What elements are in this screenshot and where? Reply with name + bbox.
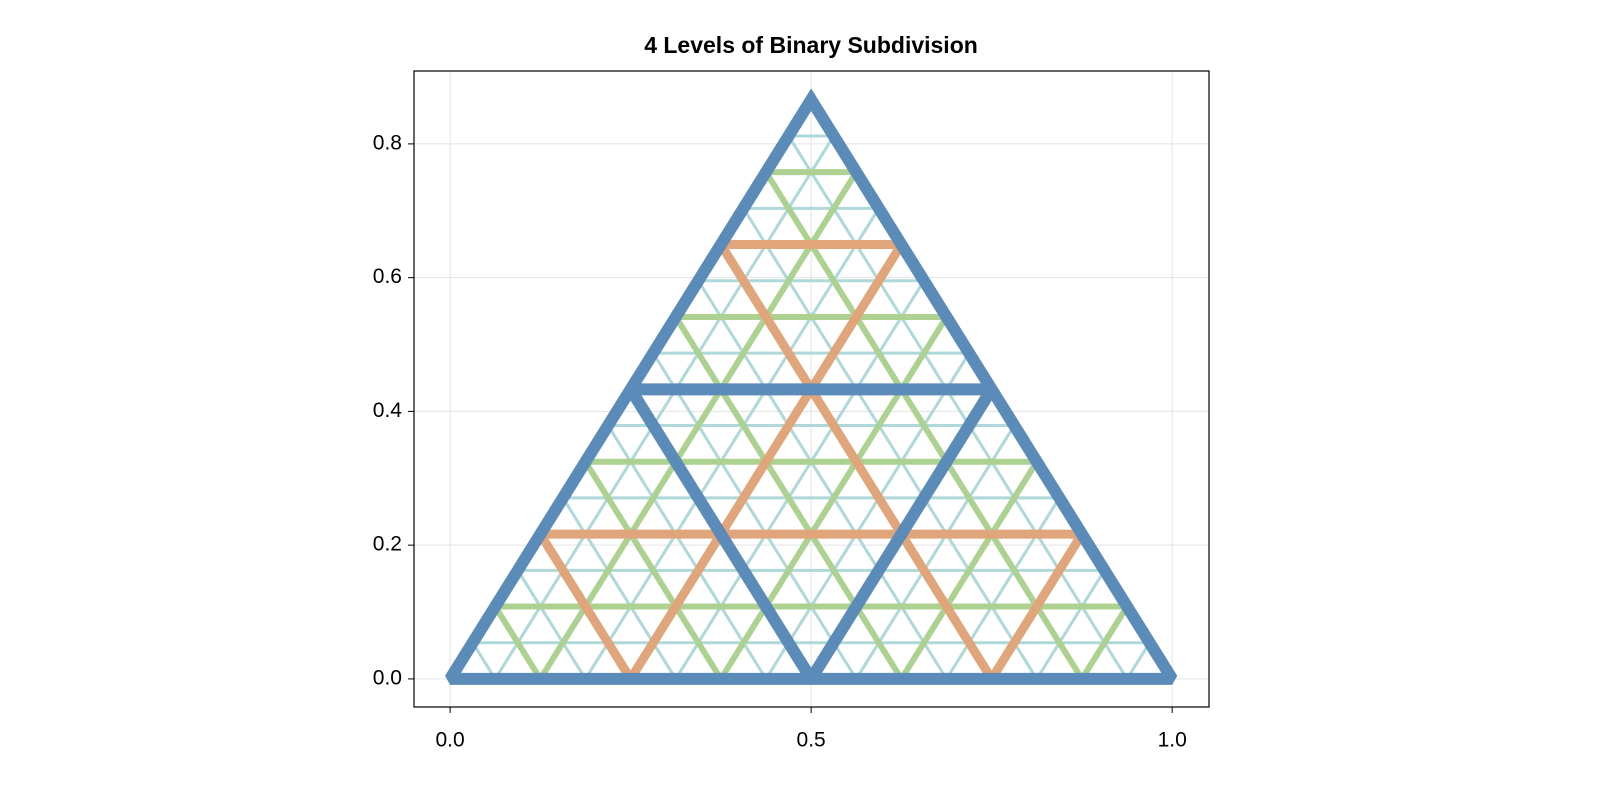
subdivision-line — [1125, 641, 1151, 680]
subdivision-line — [898, 460, 1040, 681]
y-tick-label: 0.6 — [373, 265, 402, 288]
subdivision-line — [854, 424, 1016, 680]
subdivision-line — [536, 531, 635, 682]
subdivision-line — [582, 460, 724, 681]
subdivision-line — [625, 386, 817, 683]
subdivision-line — [493, 135, 835, 680]
plot-frame — [413, 70, 1210, 708]
subdivision-line — [651, 352, 858, 680]
subdivision-line — [584, 207, 881, 680]
subdivision-line — [717, 242, 996, 682]
triangle-outline — [445, 88, 1178, 685]
subdivision-line — [516, 569, 587, 680]
subdivision-line — [674, 279, 926, 680]
subdivision-line — [606, 424, 768, 680]
subdivision-line — [742, 207, 1039, 680]
subdivision-line — [561, 497, 678, 680]
chart-title: 4 Levels of Binary Subdivision — [644, 32, 978, 58]
subdivision-line — [1035, 569, 1106, 680]
y-tick-label: 0.8 — [373, 131, 402, 154]
subdivision-line — [718, 315, 950, 681]
y-tick-label: 0.0 — [373, 666, 402, 689]
subdivision-line — [945, 497, 1061, 680]
subdivision-line — [537, 170, 859, 681]
x-tick-label: 1.0 — [1158, 729, 1187, 752]
y-tick-label: 0.2 — [373, 533, 402, 556]
subdivision-line — [763, 170, 1085, 681]
subdivision-line — [806, 386, 997, 683]
y-tick-label: 0.4 — [373, 399, 403, 422]
subdivision-line — [626, 242, 906, 682]
subdivision-line — [697, 279, 948, 680]
x-tick-label: 0.5 — [797, 729, 826, 752]
subdivision-line — [764, 352, 971, 680]
subdivision-line — [492, 604, 543, 681]
subdivision-line — [1079, 604, 1130, 681]
x-tick-label: 0.0 — [436, 729, 465, 752]
subdivision-line — [787, 135, 1129, 680]
subdivision-line — [987, 531, 1086, 682]
subdivision-line — [673, 315, 904, 681]
subdivision-line — [471, 641, 497, 680]
